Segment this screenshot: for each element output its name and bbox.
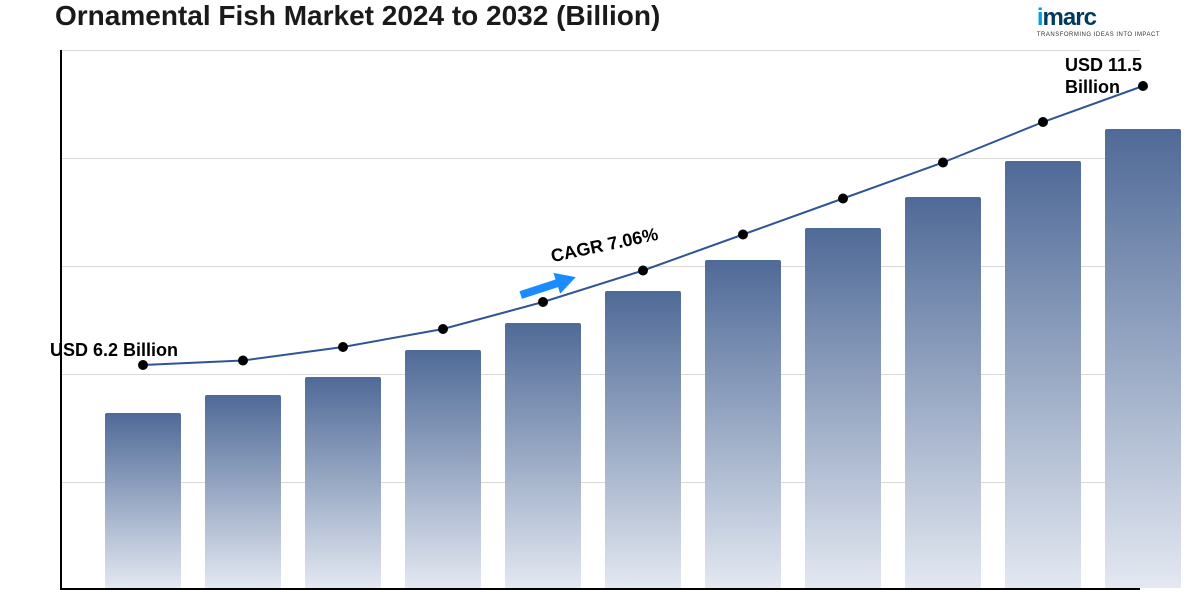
data-point-marker	[338, 342, 348, 352]
data-point-marker	[638, 266, 648, 276]
chart-container: Ornamental Fish Market 2024 to 2032 (Bil…	[0, 0, 1200, 600]
data-point-marker	[738, 230, 748, 240]
chart-title: Ornamental Fish Market 2024 to 2032 (Bil…	[55, 0, 660, 32]
brand-logo-tagline: TRANSFORMING IDEAS INTO IMPACT	[1037, 32, 1160, 38]
brand-logo-text: imarc	[1037, 4, 1160, 32]
data-point-marker	[238, 356, 248, 366]
trend-line	[60, 50, 1140, 590]
logo-rest: marc	[1043, 4, 1096, 31]
data-point-marker	[1138, 81, 1148, 91]
chart-plot-area: USD 6.2 BillionUSD 11.5 BillionCAGR 7.06…	[60, 50, 1140, 590]
trend-polyline	[143, 86, 1143, 365]
data-point-marker	[538, 297, 548, 307]
data-point-marker	[838, 194, 848, 204]
data-point-marker	[438, 324, 448, 334]
data-point-marker	[1038, 117, 1048, 127]
data-point-marker	[938, 158, 948, 168]
brand-logo: imarc TRANSFORMING IDEAS INTO IMPACT	[1037, 4, 1160, 38]
data-point-marker	[138, 360, 148, 370]
